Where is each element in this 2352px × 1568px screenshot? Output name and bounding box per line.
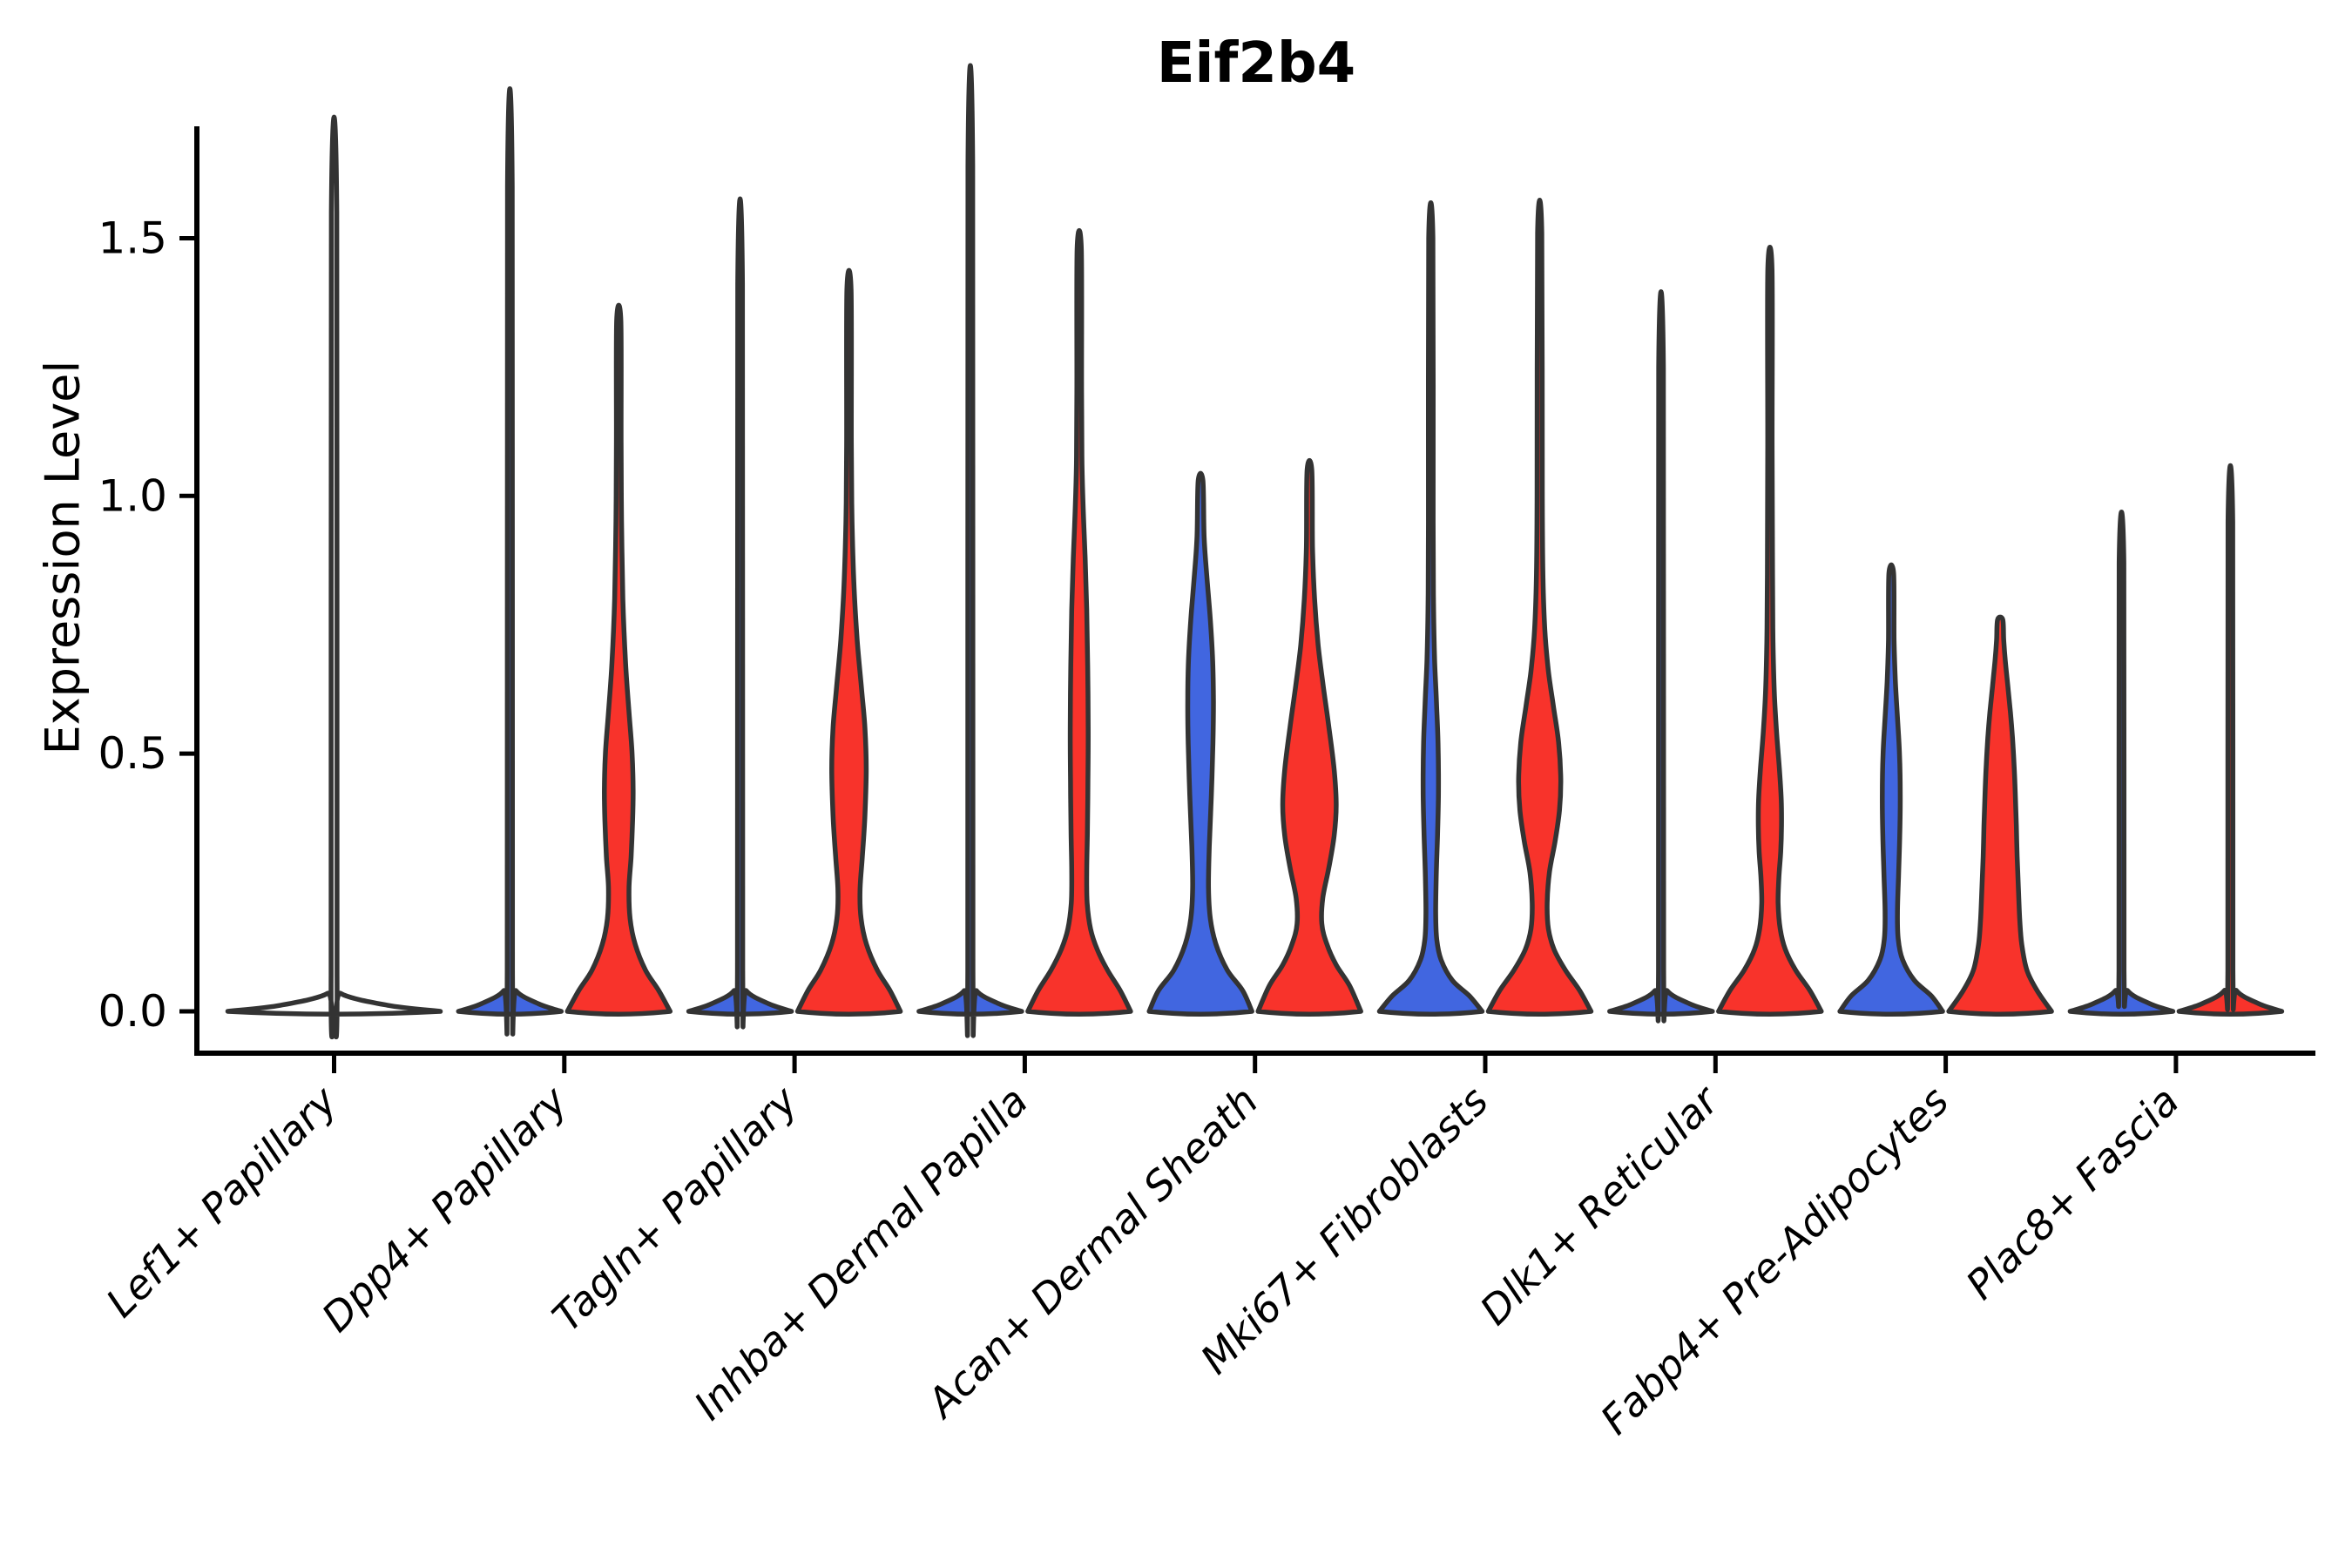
violin-tagln-papillary-left: [686, 196, 794, 1030]
violin-dlk1-reticular-right: [1716, 245, 1824, 1017]
y-axis-label: Expression Level: [35, 360, 91, 755]
violin-fabp4-pre-adipocytes-left: [1837, 562, 1945, 1017]
violin-plac8-fascia-left: [2067, 510, 2176, 1017]
y-tick-label-0: 0.0: [98, 986, 167, 1037]
y-tick-label-3: 1.5: [98, 213, 167, 263]
violin-inhba-dermal-papilla-right: [1025, 227, 1133, 1017]
violin-acan-dermal-sheath-left: [1146, 470, 1254, 1017]
y-tick-label-1: 0.5: [98, 728, 167, 779]
violin-fabp4-pre-adipocytes-right: [1946, 614, 2054, 1017]
chart-title: Eif2b4: [1156, 31, 1356, 96]
violin-plac8-fascia-right: [2176, 463, 2285, 1017]
violin-inhba-dermal-papilla-left: [916, 63, 1024, 1038]
y-tick-label-2: 1.0: [98, 470, 167, 521]
x-category-label-2: Tagln+ Papillary: [544, 1077, 808, 1341]
x-category-label-6: Dlk1+ Reticular: [1470, 1075, 1729, 1334]
x-category-label-0: Lef1+ Papillary: [97, 1077, 346, 1326]
violin-dpp4-papillary-left: [456, 86, 564, 1037]
violin-dlk1-reticular-left: [1607, 289, 1715, 1024]
violin-dpp4-papillary-right: [564, 302, 673, 1017]
violin-lef1-papillary-center: [225, 114, 443, 1039]
x-category-label-1: Dpp4+ Papillary: [313, 1077, 577, 1341]
x-category-label-8: Plac8+ Fascia: [1957, 1078, 2187, 1308]
violin-tagln-papillary-right: [794, 267, 903, 1017]
violin-mki67-fibroblasts-left: [1376, 200, 1485, 1017]
violin-mki67-fibroblasts-right: [1485, 198, 1594, 1017]
violin-acan-dermal-sheath-right: [1255, 457, 1363, 1017]
